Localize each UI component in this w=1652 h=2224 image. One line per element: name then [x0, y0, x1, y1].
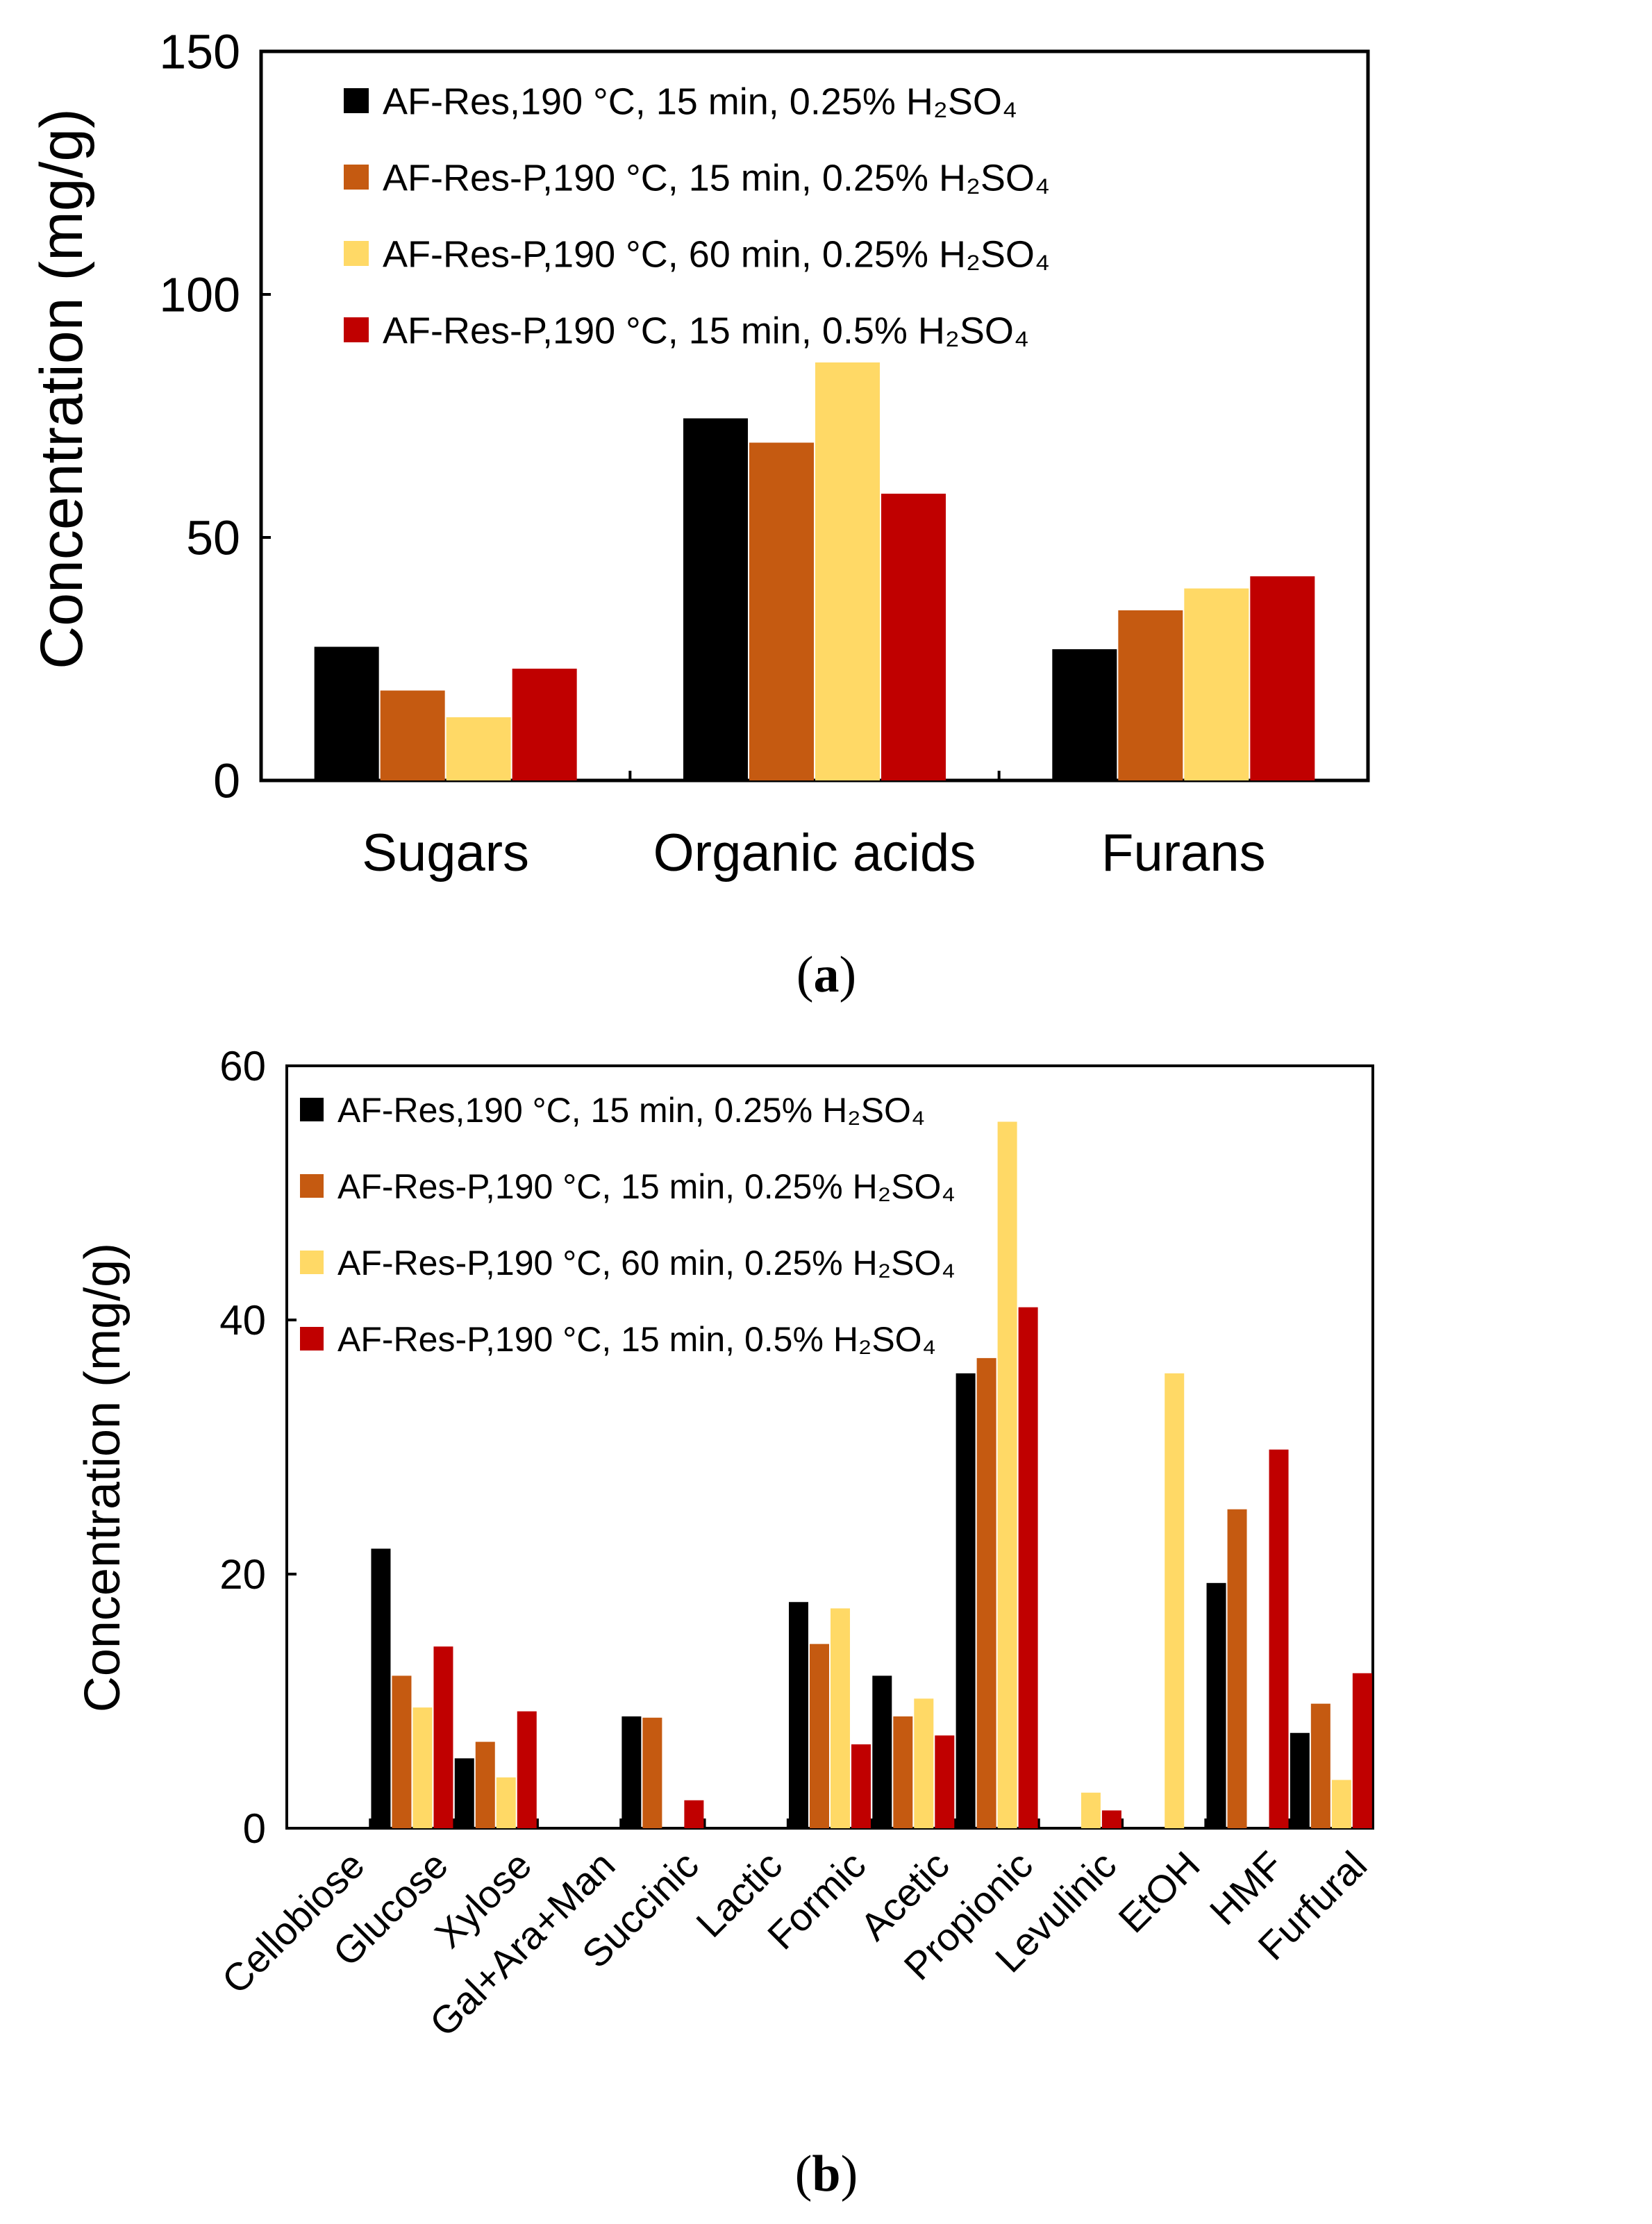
panel-b-bar-s2-propionic — [976, 1357, 996, 1828]
panel-a-bar-s1-sugars — [314, 646, 379, 780]
panel-b-bar-s1-glucose — [371, 1548, 391, 1828]
panel-b-legend-label-3: AF-Res-P,190 °C, 60 min, 0.25% H₂SO₄ — [337, 1244, 956, 1282]
panel-b-bar-s4-succinic — [684, 1800, 704, 1828]
panel-b-bar-s3-etoh — [1165, 1373, 1185, 1828]
panel-a-caption-letter: a — [814, 946, 840, 1003]
panel-b-bar-s4-furfural — [1352, 1673, 1372, 1828]
panel-a-legend-label-2: AF-Res-P,190 °C, 15 min, 0.25% H₂SO₄ — [383, 157, 1050, 199]
panel-a-bar-s4-organic-acids — [881, 494, 946, 780]
panel-b-bar-s4-hmf — [1269, 1449, 1289, 1828]
panel-b-y-tick-label: 20 — [219, 1551, 266, 1598]
panel-b-y-tick-label: 60 — [219, 1043, 266, 1089]
panel-a-bar-s4-furans — [1250, 576, 1315, 780]
panel-b-bar-s3-formic — [831, 1608, 850, 1828]
panel-b-y-tick-label: 40 — [219, 1297, 266, 1344]
panel-b-bar-s1-succinic — [621, 1716, 642, 1828]
panel-b-bar-s4-acetic — [935, 1735, 955, 1828]
panel-b-legend-label-4: AF-Res-P,190 °C, 15 min, 0.5% H₂SO₄ — [337, 1320, 936, 1359]
panel-a-x-label-furans: Furans — [1101, 823, 1266, 883]
panel-a-chart: 0 50 100 150 Sugars Organic acids Furans AF-R… — [28, 25, 1370, 1003]
panel-b-bar-s1-propionic — [956, 1373, 976, 1828]
panel-b-bar-s2-succinic — [642, 1717, 662, 1828]
panel-b-bar-s1-acetic — [872, 1675, 892, 1828]
panel-b-plot-frame — [285, 1064, 1374, 1830]
panel-b-bar-s4-glucose — [433, 1646, 453, 1828]
panel-a-y-tick-label: 100 — [159, 268, 240, 322]
panel-a-legend-swatch-4 — [344, 317, 369, 342]
panel-a-bar-s3-furans — [1184, 588, 1249, 780]
panel-a-y-axis-label: Concentration (mg/g) — [28, 108, 95, 669]
panel-b-bar-s3-acetic — [914, 1698, 934, 1828]
panel-b-bar-s2-glucose — [392, 1675, 412, 1828]
panel-b-legend-swatch-4 — [300, 1327, 324, 1351]
panel-b-bar-s4-levulinic — [1101, 1810, 1121, 1828]
panel-b-bar-s3-propionic — [997, 1121, 1017, 1828]
panel-b-legend-swatch-2 — [300, 1174, 324, 1198]
panel-b-bar-s3-glucose — [412, 1707, 433, 1828]
panel-a-caption: (a) — [796, 946, 856, 1003]
panel-a-y-tick-label: 150 — [159, 25, 240, 79]
panel-b-bar-s1-hmf — [1206, 1582, 1226, 1828]
panel-a-legend-swatch-2 — [344, 165, 369, 190]
panel-b-caption-open: ( — [795, 2146, 812, 2202]
panel-a-x-label-sugars: Sugars — [362, 823, 529, 883]
panel-b-bar-s1-xylose — [454, 1758, 474, 1828]
panel-b-legend-swatch-3 — [300, 1251, 324, 1274]
panel-a-legend-label-1: AF-Res,190 °C, 15 min, 0.25% H₂SO₄ — [383, 81, 1017, 122]
panel-b-bar-s4-propionic — [1018, 1307, 1038, 1828]
panel-b-caption: (b) — [795, 2146, 858, 2202]
panel-b-bar-s2-acetic — [893, 1716, 913, 1828]
panel-b-caption-close: ) — [841, 2146, 858, 2202]
panel-b-bar-s1-formic — [789, 1602, 808, 1828]
panel-a-bar-s2-sugars — [380, 690, 445, 780]
panel-b-bar-s4-xylose — [517, 1711, 537, 1828]
panel-b-bar-s4-formic — [851, 1744, 871, 1828]
panel-a-legend-label-4: AF-Res-P,190 °C, 15 min, 0.5% H₂SO₄ — [383, 310, 1029, 351]
panel-a-caption-close: ) — [840, 946, 857, 1003]
panel-b-x-label-etoh: EtOH — [1110, 1843, 1208, 1941]
panel-a-legend-swatch-1 — [344, 88, 369, 113]
panel-a-bar-s1-furans — [1052, 649, 1117, 780]
panel-a-caption-open: ( — [796, 946, 814, 1003]
panel-b-bar-s2-formic — [810, 1644, 829, 1828]
panel-a-bar-s2-furans — [1118, 610, 1183, 780]
panel-b-legend-swatch-1 — [300, 1098, 324, 1121]
panel-b-bar-s3-xylose — [496, 1777, 516, 1828]
panel-a-y-tick-label: 0 — [213, 754, 240, 808]
panel-b-bar-s2-furfural — [1310, 1703, 1330, 1828]
panel-b-bar-s1-furfural — [1290, 1732, 1310, 1828]
panel-b-bar-s3-levulinic — [1081, 1792, 1101, 1828]
panel-a-bar-s4-sugars — [512, 669, 577, 780]
panel-a-bar-s3-sugars — [446, 717, 511, 780]
panel-a-bar-s2-organic-acids — [749, 442, 814, 780]
panel-a-bar-s1-organic-acids — [683, 418, 748, 780]
panel-b-bar-s2-hmf — [1227, 1509, 1247, 1828]
panel-b-caption-letter: b — [812, 2146, 840, 2202]
panel-a-plot-frame — [259, 49, 1370, 783]
panel-b-bar-s3-furfural — [1331, 1780, 1351, 1828]
panel-a-legend-label-3: AF-Res-P,190 °C, 60 min, 0.25% H₂SO₄ — [383, 233, 1050, 275]
panel-a-y-tick-label: 50 — [186, 511, 240, 565]
panel-b-bar-s2-xylose — [475, 1741, 495, 1828]
panel-a-x-label-organic-acids: Organic acids — [653, 823, 976, 883]
panel-b-y-tick-label: 0 — [243, 1805, 266, 1852]
panel-a-legend-swatch-3 — [344, 241, 369, 266]
panel-a-bar-s3-organic-acids — [815, 362, 880, 780]
panel-b-legend-label-2: AF-Res-P,190 °C, 15 min, 0.25% H₂SO₄ — [337, 1167, 956, 1206]
panel-b-legend-label-1: AF-Res,190 °C, 15 min, 0.25% H₂SO₄ — [337, 1091, 925, 1130]
panel-b-y-axis-label: Concentration (mg/g) — [75, 1243, 131, 1712]
